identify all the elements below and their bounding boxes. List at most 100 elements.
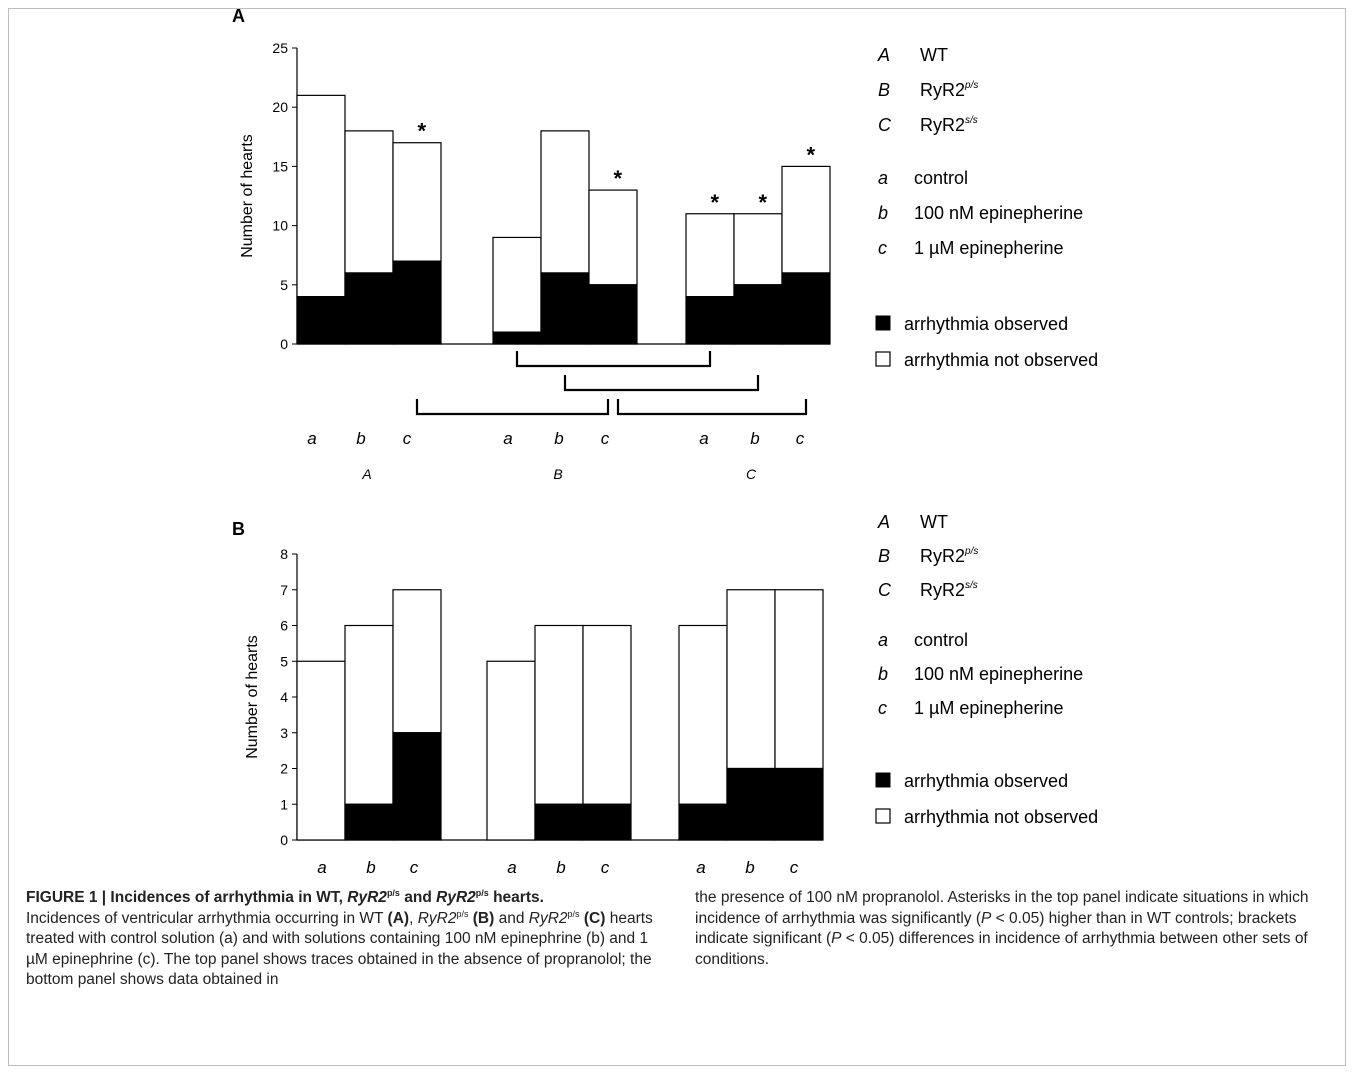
bar-not-observed [492, 236, 542, 333]
y-tick-label: 5 [280, 653, 288, 669]
category-label: b [750, 429, 759, 448]
bar-observed [344, 272, 394, 345]
legend-condition-key: b [878, 203, 888, 223]
bar-not-observed [582, 624, 632, 805]
category-label: b [556, 858, 565, 877]
bar-observed [540, 272, 590, 345]
bar-not-observed [774, 589, 824, 770]
y-tick-label: 7 [280, 582, 288, 598]
bar-not-observed [588, 189, 638, 286]
bar-observed [774, 767, 824, 841]
legend-group-key: A [877, 45, 890, 65]
y-tick-label: 5 [280, 277, 288, 293]
legend-swatch-observed [875, 315, 891, 331]
group-label: C [746, 466, 757, 482]
bar-observed [733, 284, 783, 345]
legend-group-label: RyR2s/s [920, 580, 978, 600]
bar-observed [726, 767, 776, 841]
category-label: c [403, 429, 412, 448]
y-tick-label: 0 [280, 832, 288, 848]
bar-not-observed [685, 213, 735, 298]
legend-label-observed: arrhythmia observed [904, 771, 1068, 791]
category-label: b [366, 858, 375, 877]
caption-body: Incidences of ventricular arrhythmia occ… [26, 908, 653, 989]
legend-b: A WT B RyR2p/s C RyR2s/s a control b 100 nM epine… [875, 512, 1098, 827]
bar-not-observed [296, 660, 346, 841]
significance-asterisk: * [711, 190, 720, 215]
category-label: c [796, 429, 805, 448]
bar-not-observed [781, 165, 831, 274]
y-tick-label: 3 [280, 725, 288, 741]
y-tick-label: 6 [280, 618, 288, 634]
bar-observed [678, 803, 728, 841]
legend-group-key: B [878, 80, 890, 100]
legend-swatch-not-observed [875, 808, 891, 824]
legend-condition-label: control [914, 168, 968, 188]
y-axis-title: Number of hearts [239, 134, 256, 258]
y-tick-label: 1 [280, 796, 288, 812]
caption-title: FIGURE 1 | Incidences of arrhythmia in W… [26, 887, 544, 906]
bar-not-observed [344, 130, 394, 274]
significance-asterisk: * [418, 119, 427, 144]
bar-not-observed [534, 624, 584, 805]
legend-condition-label: 1 µM epinepherine [914, 238, 1063, 258]
category-label: a [696, 858, 705, 877]
legend-group-label: RyR2s/s [920, 115, 978, 135]
legend-group-key: A [877, 512, 890, 532]
legend-condition-key: c [878, 238, 887, 258]
bar-observed [588, 284, 638, 345]
legend-condition-label: 100 nM epinepherine [914, 664, 1083, 684]
category-label: a [507, 858, 516, 877]
y-tick-label: 8 [280, 546, 288, 562]
group-label: B [553, 466, 562, 482]
y-axis-title: Number of hearts [244, 635, 261, 759]
category-label: c [601, 858, 610, 877]
bar-observed [781, 272, 831, 345]
bar-not-observed [392, 142, 442, 262]
category-label: b [356, 429, 365, 448]
category-label: c [410, 858, 419, 877]
category-label: c [790, 858, 799, 877]
significance-bracket [515, 351, 712, 368]
legend-group-key: B [878, 546, 890, 566]
legend-condition-label: control [914, 630, 968, 650]
legend-group-label: RyR2p/s [920, 546, 978, 566]
y-tick-label: 4 [280, 689, 288, 705]
legend-swatch-observed [875, 772, 891, 788]
legend-group-label: WT [920, 45, 948, 65]
significance-bracket [415, 399, 610, 416]
legend-condition-label: 100 nM epinepherine [914, 203, 1083, 223]
legend-condition-key: b [878, 664, 888, 684]
category-label: a [503, 429, 512, 448]
bar-observed [296, 296, 346, 345]
bar-not-observed [486, 660, 536, 841]
bar-observed [344, 803, 394, 841]
significance-asterisk: * [614, 166, 623, 191]
legend-condition-key: c [878, 698, 887, 718]
legend-condition-key: a [878, 630, 888, 650]
bar-not-observed [678, 624, 728, 805]
y-tick-label: 25 [272, 40, 288, 56]
panel-label-a: A [232, 6, 245, 26]
significance-asterisk: * [759, 190, 768, 215]
legend-condition-label: 1 µM epinepherine [914, 698, 1063, 718]
significance-bracket [616, 399, 808, 416]
y-tick-label: 2 [280, 761, 288, 777]
category-label: b [745, 858, 754, 877]
category-label: a [317, 858, 326, 877]
legend-label-not-observed: arrhythmia not observed [904, 807, 1098, 827]
bar-observed [392, 260, 442, 345]
bar-observed [582, 803, 632, 841]
legend-condition-key: a [878, 168, 888, 188]
category-label: c [601, 429, 610, 448]
y-tick-label: 10 [272, 218, 288, 234]
bar-not-observed [540, 130, 590, 274]
legend-group-label: RyR2p/s [920, 80, 978, 100]
bar-not-observed [726, 589, 776, 770]
group-label: A [361, 466, 371, 482]
legend-label-not-observed: arrhythmia not observed [904, 350, 1098, 370]
significance-bracket [563, 375, 760, 392]
